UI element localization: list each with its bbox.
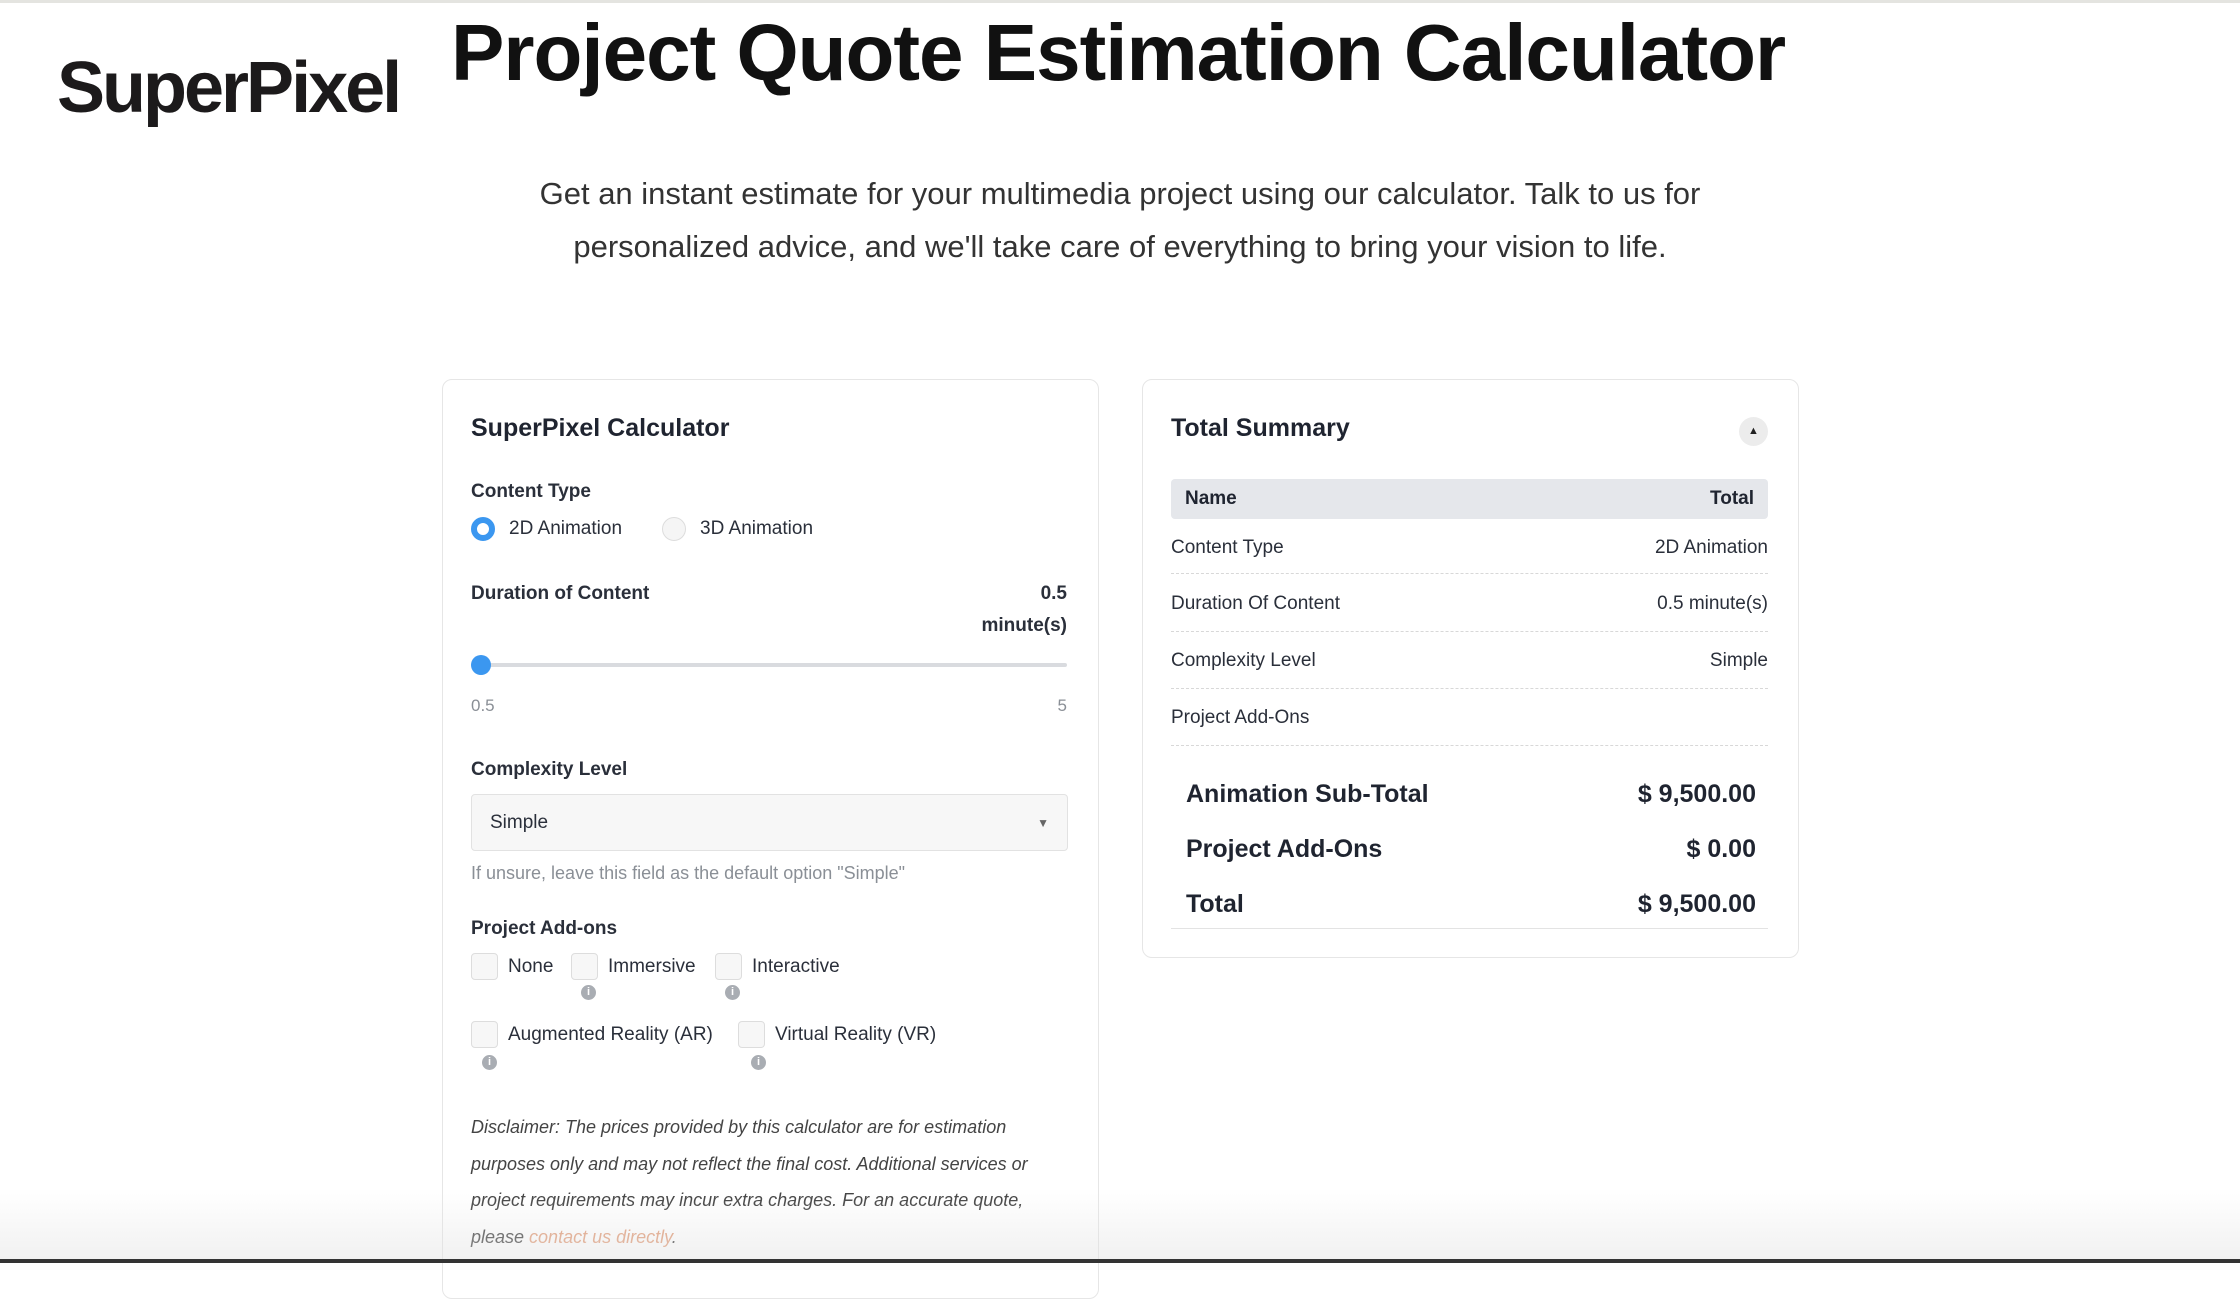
slider-min-label: 0.5 — [471, 696, 495, 715]
row-name: Complexity Level — [1171, 650, 1316, 671]
duration-slider-thumb[interactable] — [471, 655, 491, 675]
superpixel-logo[interactable]: SuperPixel — [57, 48, 402, 128]
page-subtitle: Get an instant estimate for your multime… — [420, 167, 1820, 273]
row-name: Project Add-Ons — [1171, 707, 1310, 728]
radio-3d-animation[interactable]: 3D Animation — [662, 517, 813, 541]
total-name: Project Add-Ons — [1186, 835, 1383, 863]
summary-row: Complexity Level Simple — [1171, 650, 1768, 672]
addon-label: Interactive — [752, 955, 840, 977]
row-name: Content Type — [1171, 537, 1284, 558]
row-value: 2D Animation — [1654, 537, 1768, 558]
radio-2d-animation[interactable]: 2D Animation — [471, 517, 622, 541]
addon-virtual-reality[interactable]: Virtual Reality (VR) — [738, 1021, 936, 1048]
row-name: Duration Of Content — [1171, 593, 1340, 614]
row-divider — [1171, 573, 1768, 574]
radio-label: 2D Animation — [509, 518, 623, 539]
bottom-shadow — [0, 1193, 2240, 1263]
info-icon[interactable]: i — [581, 985, 596, 1000]
total-value: $ 0.00 — [1686, 835, 1756, 863]
caret-up-icon[interactable]: ▲ — [1739, 417, 1768, 446]
summary-title: Total Summary — [1171, 414, 1350, 442]
total-name: Animation Sub-Total — [1186, 780, 1429, 808]
radio-label: 3D Animation — [700, 518, 814, 539]
info-icon[interactable]: i — [482, 1055, 497, 1070]
total-value: $ 9,500.00 — [1637, 780, 1756, 808]
summary-row: Duration Of Content 0.5 minute(s) — [1171, 593, 1768, 615]
duration-label: Duration of Content — [471, 583, 650, 604]
checkbox[interactable] — [738, 1021, 765, 1048]
summary-table-header: Name Total — [1171, 479, 1768, 519]
checkbox[interactable] — [715, 953, 742, 980]
slider-max-label: 5 — [1057, 696, 1067, 715]
addon-label: None — [508, 955, 554, 977]
subtitle-line: Get an instant estimate for your multime… — [539, 176, 1701, 211]
row-divider — [1171, 631, 1768, 632]
complexity-select[interactable]: Simple ▼ — [471, 794, 1068, 851]
contact-us-link[interactable]: contact us directly — [529, 1226, 672, 1247]
duration-value: 0.5 — [1040, 583, 1067, 604]
disclaimer-text: . — [671, 1226, 677, 1247]
row-divider — [1171, 688, 1768, 689]
addon-immersive[interactable]: Immersive — [571, 953, 696, 980]
subtotal-row: Animation Sub-Total $ 9,500.00 — [1186, 780, 1756, 809]
summary-card — [1142, 379, 1799, 958]
addons-label: Project Add-ons — [471, 918, 618, 939]
addon-label: Immersive — [608, 955, 696, 977]
addon-label: Virtual Reality (VR) — [775, 1023, 937, 1045]
summary-row: Project Add-Ons — [1171, 707, 1768, 729]
info-icon[interactable]: i — [751, 1055, 766, 1070]
complexity-help-text: If unsure, leave this field as the defau… — [471, 863, 906, 883]
row-value: Simple — [1709, 650, 1768, 671]
row-divider — [1171, 745, 1768, 746]
checkbox[interactable] — [471, 953, 498, 980]
radio-unselected-icon[interactable] — [662, 517, 686, 541]
header-name: Name — [1185, 488, 1237, 509]
summary-row: Content Type 2D Animation — [1171, 537, 1768, 559]
total-name: Total — [1186, 890, 1244, 918]
disclaimer: Disclaimer: The prices provided by this … — [471, 1109, 1091, 1255]
addon-none[interactable]: None — [471, 953, 553, 980]
row-value: 0.5 minute(s) — [1657, 593, 1768, 614]
addons-total-row: Project Add-Ons $ 0.00 — [1186, 835, 1756, 864]
subtitle-line: personalized advice, and we'll take care… — [573, 229, 1667, 264]
grand-total-row: Total $ 9,500.00 — [1186, 890, 1756, 919]
chevron-down-icon: ▼ — [1037, 815, 1049, 830]
total-value: $ 9,500.00 — [1637, 890, 1756, 918]
complexity-label: Complexity Level — [471, 759, 628, 780]
addon-augmented-reality[interactable]: Augmented Reality (AR) — [471, 1021, 713, 1048]
addon-label: Augmented Reality (AR) — [508, 1023, 713, 1045]
complexity-selected-value: Simple — [490, 811, 549, 833]
page-title: Project Quote Estimation Calculator — [451, 8, 1786, 97]
addon-interactive[interactable]: Interactive — [715, 953, 840, 980]
disclaimer-line: Disclaimer: The prices provided by this … — [471, 1117, 1007, 1137]
header-total: Total — [1710, 488, 1754, 509]
disclaimer-line: project requirements may incur extra cha… — [471, 1190, 1024, 1210]
disclaimer-line: purposes only and may not reflect the fi… — [471, 1153, 1028, 1174]
duration-slider-track[interactable] — [471, 663, 1067, 667]
calculator-title: SuperPixel Calculator — [471, 414, 730, 442]
content-type-label: Content Type — [471, 481, 591, 502]
duration-unit: minute(s) — [981, 615, 1068, 636]
checkbox[interactable] — [571, 953, 598, 980]
radio-selected-icon[interactable] — [471, 517, 495, 541]
checkbox[interactable] — [471, 1021, 498, 1048]
disclaimer-text: please — [471, 1226, 530, 1247]
info-icon[interactable]: i — [725, 985, 740, 1000]
totals-divider — [1171, 928, 1768, 929]
